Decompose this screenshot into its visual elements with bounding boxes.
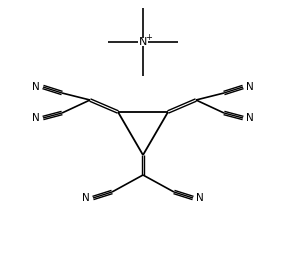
- Text: +: +: [146, 32, 152, 41]
- Text: N: N: [246, 113, 254, 123]
- Text: N: N: [139, 37, 147, 47]
- Text: N: N: [196, 193, 204, 203]
- Text: N: N: [246, 82, 254, 92]
- Text: N: N: [32, 113, 40, 123]
- Text: N: N: [82, 193, 90, 203]
- Text: N: N: [32, 82, 40, 92]
